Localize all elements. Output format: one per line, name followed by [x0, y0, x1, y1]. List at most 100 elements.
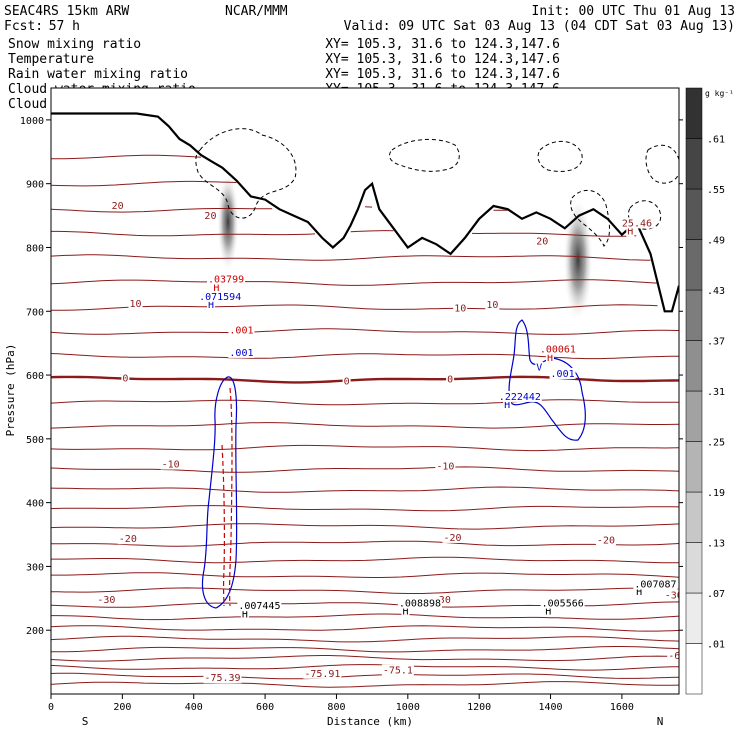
label-backing [549, 367, 576, 379]
colorbar-label: .13 [707, 539, 725, 550]
label-backing [535, 361, 544, 373]
isotherm-line [51, 540, 679, 547]
isotherm-line [51, 444, 679, 452]
label-backing [128, 297, 143, 309]
colorbar-swatch [685, 138, 703, 190]
y-axis-label: Pressure (hPa) [4, 344, 17, 437]
isotherm-line [51, 635, 679, 643]
isotherm-line [51, 655, 679, 662]
label-backing [595, 534, 616, 546]
field-name: Rain water mixing ratio [8, 67, 188, 82]
colorbar-swatch [685, 188, 703, 240]
y-tick-label: 900 [26, 180, 44, 191]
center-title: NCAR/MMM [225, 4, 288, 19]
label-backing [110, 200, 125, 212]
x-tick-label: 800 [327, 702, 345, 713]
contour-label: 10 [486, 300, 498, 311]
label-backing [620, 217, 653, 229]
colorbar-label: .49 [707, 236, 725, 247]
label-backing [401, 605, 410, 617]
isotherm-line [51, 466, 679, 473]
contour-label: -60 [668, 651, 686, 662]
snow-contour-center [388, 138, 460, 172]
label-backing [633, 578, 678, 590]
colorbar-label: .61 [707, 135, 725, 146]
label-backing [540, 597, 585, 609]
label-backing [240, 608, 249, 620]
contour-label: .00061 [540, 345, 576, 356]
rain-water-contours [221, 387, 233, 607]
contour-labels: -75.39-75.91-75.1-60-30-30-30-20-20-20-1… [96, 200, 686, 684]
label-backing [121, 372, 130, 384]
cloud-water-west [201, 376, 238, 609]
contour-label: .03799 [208, 275, 244, 286]
y-tick-label: 600 [26, 371, 44, 382]
colorbar-swatch [685, 390, 703, 442]
contour-label: H [545, 606, 551, 617]
isotherm-line [51, 613, 679, 621]
label-backing [535, 235, 550, 247]
contour-label: 0 [122, 373, 128, 384]
label-backing [203, 672, 242, 684]
rain-water-west-b [221, 444, 225, 607]
isotherm-line [51, 572, 679, 578]
label-backing [207, 273, 245, 285]
label-backing [446, 373, 455, 385]
colorbar-swatch [685, 340, 703, 392]
colorbar-swatch [685, 542, 703, 594]
x-tick-label: 1000 [396, 702, 420, 713]
contour-label: H [242, 609, 248, 620]
isotherm-line [51, 230, 637, 237]
isotherm-line [51, 672, 679, 680]
snow-contours [195, 128, 679, 247]
contour-label: -20 [444, 533, 462, 544]
label-backing [198, 290, 243, 302]
label-backing [96, 593, 117, 605]
contour-label: H [213, 283, 219, 294]
contour-label: .222442 [499, 392, 541, 403]
x-axis: 0 200 400 600 800 1000 1200 1400 1600 [48, 694, 634, 713]
contour-label: -75.39 [204, 673, 240, 684]
contour-label: -75.91 [304, 669, 340, 680]
contour-label: -30 [665, 590, 683, 601]
contour-label: 10 [454, 303, 466, 314]
snow-contour-west [195, 128, 297, 219]
contour-label: .007087 [634, 579, 676, 590]
label-backing [497, 390, 542, 402]
colorbar-label: .19 [707, 488, 725, 499]
label-backing [228, 346, 255, 358]
x-axis-label: Distance (km) [327, 715, 413, 728]
terrain-line [51, 112, 679, 313]
contour-label: H [636, 587, 642, 598]
x-tick-label: 1400 [538, 702, 562, 713]
x-tick-label: 200 [113, 702, 131, 713]
colorbar-swatch [685, 491, 703, 543]
colorbar-swatch [685, 87, 703, 139]
colorbar-label: .37 [707, 337, 725, 348]
label-backing [207, 299, 215, 311]
x-tick-label: 1200 [467, 702, 491, 713]
contour-label: -20 [119, 534, 137, 545]
colorbar-swatch [685, 289, 703, 341]
isotherm-line [51, 556, 679, 564]
contour-label: -30 [97, 595, 115, 606]
y-tick-label: 400 [26, 499, 44, 510]
label-backing [544, 605, 553, 617]
y-tick-label: 800 [26, 243, 44, 254]
label-backing [435, 460, 456, 472]
colorbar-swatch [685, 643, 703, 695]
colorbar-label: .55 [707, 185, 725, 196]
label-backing [342, 375, 351, 387]
label-backing [635, 586, 644, 598]
isotherm-line [51, 353, 679, 360]
colorbar: .01 .07 .13 .19 .25 .31 .37 .43 .49 .55 .61 [685, 87, 725, 695]
colorbar-label: .01 [707, 640, 725, 651]
contour-label: 10 [130, 299, 142, 310]
model-title: SEAC4RS 15km ARW [4, 4, 129, 19]
isotherm-line [51, 154, 201, 160]
fcst-value: 57 h [49, 19, 80, 34]
label-backing [303, 667, 342, 679]
x-tick-label: 0 [48, 702, 54, 713]
